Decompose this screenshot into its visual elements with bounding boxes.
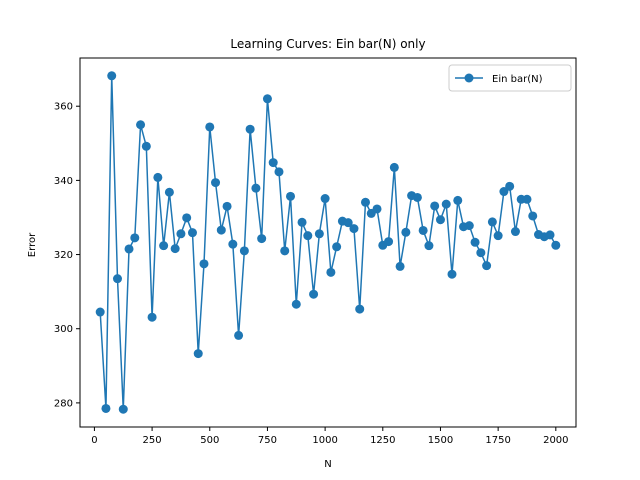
data-point — [482, 261, 492, 271]
data-point — [297, 217, 307, 227]
data-point — [124, 244, 134, 254]
data-point — [360, 197, 370, 207]
data-point — [228, 239, 238, 249]
data-point — [493, 231, 503, 241]
data-point — [487, 217, 497, 227]
data-point — [349, 224, 359, 234]
axes-frame — [79, 57, 577, 428]
x-tick-label: 1500 — [428, 435, 453, 446]
data-point — [309, 289, 319, 299]
x-tick-label: 1000 — [312, 435, 337, 446]
data-point — [280, 246, 290, 256]
data-point — [118, 404, 128, 414]
data-point — [141, 141, 151, 151]
plot-layer — [95, 71, 561, 414]
legend-box — [448, 64, 572, 92]
data-point — [205, 122, 215, 132]
legend-label: Ein bar(N) — [492, 74, 543, 85]
data-point — [441, 199, 451, 209]
data-point — [545, 230, 555, 240]
data-point — [176, 229, 186, 239]
data-point — [222, 201, 232, 211]
data-point — [401, 227, 411, 237]
data-point — [153, 172, 163, 182]
data-point — [464, 221, 474, 231]
data-point — [187, 228, 197, 238]
data-point — [372, 204, 382, 214]
data-point — [384, 237, 394, 247]
x-tick-label: 1750 — [485, 435, 510, 446]
data-point — [447, 269, 457, 279]
x-tick-label: 250 — [143, 435, 162, 446]
data-point — [418, 225, 428, 235]
data-point — [199, 259, 209, 269]
data-point — [453, 195, 463, 205]
data-point — [245, 124, 255, 134]
x-axis-label: N — [324, 459, 331, 470]
data-point — [510, 227, 520, 237]
data-point — [314, 229, 324, 239]
data-point — [435, 215, 445, 225]
y-tick-label: 280 — [54, 398, 73, 409]
data-point — [522, 194, 532, 204]
data-point — [389, 162, 399, 172]
data-point — [395, 261, 405, 271]
data-point — [320, 194, 330, 204]
data-point — [291, 299, 301, 309]
data-point — [286, 191, 296, 201]
data-point — [412, 192, 422, 202]
data-point — [159, 241, 169, 251]
x-tick-label: 500 — [200, 435, 219, 446]
data-point — [326, 267, 336, 277]
data-point — [101, 403, 111, 413]
data-point — [303, 231, 313, 241]
data-point — [107, 71, 117, 81]
data-point — [257, 234, 267, 244]
data-point — [251, 183, 261, 193]
data-point — [476, 248, 486, 258]
data-point — [234, 330, 244, 340]
data-point — [505, 181, 515, 191]
data-point — [136, 120, 146, 130]
data-point — [112, 274, 122, 284]
y-tick-label: 340 — [54, 176, 73, 187]
legend: Ein bar(N) — [448, 64, 572, 92]
x-tick-label: 0 — [91, 435, 97, 446]
data-point — [216, 225, 226, 235]
data-point — [499, 187, 509, 197]
data-point — [164, 187, 174, 197]
x-tick-label: 750 — [258, 435, 277, 446]
data-point — [193, 349, 203, 359]
axes-layer: 0 250 500 750 1000 1250 1500 1750 2000 280 300 320 3… — [54, 57, 577, 446]
y-tick-label: 300 — [54, 324, 73, 335]
data-point — [355, 304, 365, 314]
data-point — [239, 246, 249, 256]
data-point — [343, 218, 353, 228]
y-tick-label: 320 — [54, 250, 73, 261]
data-point — [274, 167, 284, 177]
data-point — [268, 158, 278, 168]
y-axis-label: Error — [27, 232, 38, 257]
data-point — [182, 213, 192, 223]
legend-marker-swatch — [464, 73, 474, 83]
data-point — [211, 178, 221, 188]
data-point — [130, 233, 140, 243]
data-point — [332, 242, 342, 252]
data-point — [424, 241, 434, 251]
data-point — [551, 240, 561, 250]
chart-title: Learning Curves: Ein bar(N) only — [230, 37, 425, 51]
data-point — [95, 307, 105, 317]
x-tick-label: 1250 — [370, 435, 395, 446]
y-tick-label: 360 — [54, 102, 73, 113]
data-point — [262, 94, 272, 104]
data-point — [470, 237, 480, 247]
x-tick-label: 2000 — [543, 435, 568, 446]
data-point — [170, 244, 180, 254]
data-point — [528, 211, 538, 221]
data-point — [430, 201, 440, 211]
data-point — [147, 312, 157, 322]
